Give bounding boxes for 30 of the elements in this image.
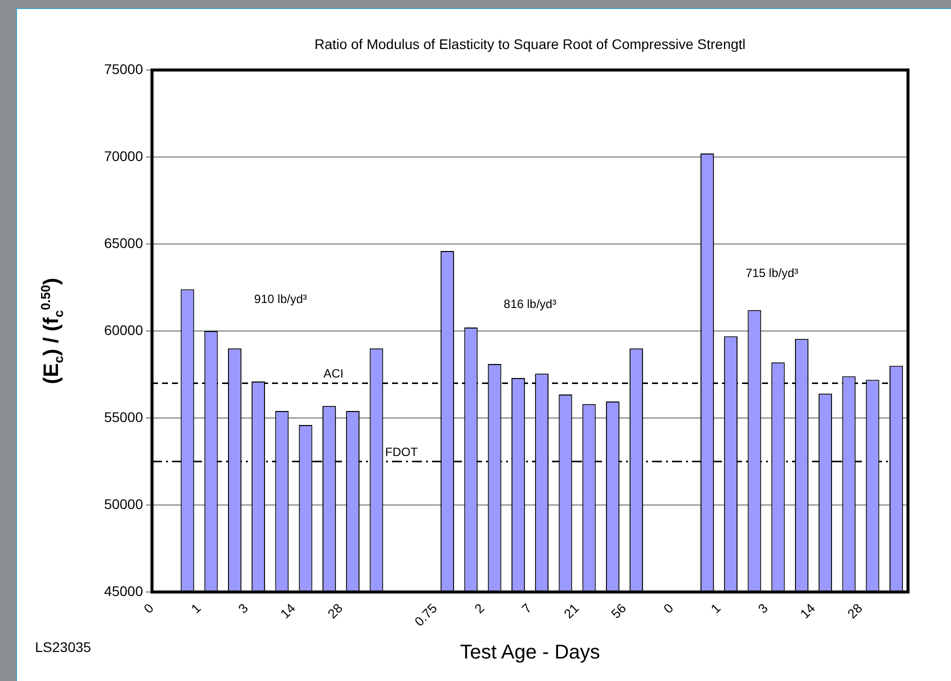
x-tick-label: 14: [277, 600, 298, 622]
y-tick-label: 75000: [104, 60, 144, 77]
y-tick-label: 60000: [104, 322, 144, 338]
x-tick-label: 1: [188, 600, 204, 616]
x-tick-label: 56: [608, 600, 629, 622]
x-tick-label: 1: [708, 600, 724, 616]
y-tick-label: 50000: [104, 496, 144, 512]
ref-line-label: ACI: [323, 366, 344, 381]
x-tick-label: 28: [844, 600, 866, 622]
x-tick-label: 2: [471, 600, 488, 616]
x-tick-label: 0: [140, 600, 156, 616]
annotation: 816 lb/yd³: [504, 297, 556, 312]
annotation: 715 lb/yd³: [746, 266, 798, 280]
y-tick-label: 55000: [104, 408, 144, 425]
y-tick-label: 65000: [104, 234, 144, 251]
x-tick-label: 14: [797, 600, 818, 622]
x-tick-label: 0: [660, 600, 676, 616]
text: LS23035: [35, 638, 92, 655]
x-tick-label: 3: [235, 600, 251, 616]
x-axis-title: Test Age - Days: [460, 642, 600, 664]
x-tick-label: 28: [324, 600, 346, 622]
y-tick-label: 45000: [104, 582, 144, 599]
x-tick-label: 7: [518, 600, 534, 616]
chart-title: Ratio of Modulus of Elasticity to Square Root of Compressive Strengtl: [314, 36, 746, 52]
ref-line-label: FDOT: [385, 444, 418, 459]
y-tick-label: 70000: [104, 148, 144, 164]
x-tick-label: 0.75: [411, 600, 440, 630]
x-tick-label: 3: [754, 600, 771, 616]
x-tick-label: 21: [560, 600, 582, 622]
annotation: 910 lb/yd³: [254, 292, 307, 306]
